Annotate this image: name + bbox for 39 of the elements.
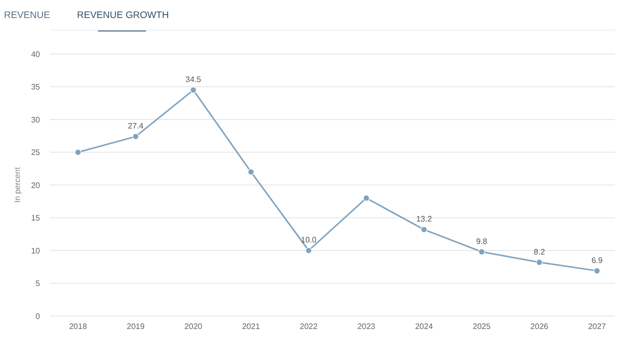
x-tick-label: 2020 <box>184 322 203 331</box>
data-label: 8.2 <box>534 247 546 256</box>
y-tick-label: 30 <box>31 115 41 124</box>
x-tick-label: 2019 <box>126 322 146 331</box>
x-tick-label: 2026 <box>530 322 549 331</box>
point <box>305 247 312 254</box>
point <box>363 194 370 202</box>
point <box>536 259 543 266</box>
data-label: 34.5 <box>186 75 202 84</box>
x-tick-label: 2021 <box>242 322 260 331</box>
data-label: 13.2 <box>416 214 432 224</box>
point <box>190 86 197 94</box>
data-label: 9.8 <box>476 236 488 246</box>
y-tick-label: 35 <box>31 82 41 92</box>
point <box>478 248 485 256</box>
point <box>594 268 600 274</box>
x-tick-label: 2025 <box>472 322 492 331</box>
x-tick-label: 2023 <box>357 322 376 331</box>
text: REVENUE GROWTH <box>77 10 169 21</box>
point <box>420 226 428 233</box>
point <box>74 148 82 156</box>
y-tick-label: 15 <box>31 214 41 223</box>
y-axis-title: In percent <box>13 166 22 203</box>
y-tick-label: 0 <box>36 312 41 321</box>
y-tick-label: 20 <box>31 180 41 190</box>
y-tick-label: 25 <box>31 148 41 158</box>
text: REVENUE <box>4 10 50 21</box>
y-tick-label: 5 <box>36 279 41 288</box>
point <box>132 133 139 140</box>
y-tick-label: 10 <box>31 246 41 256</box>
x-tick-label: 2027 <box>588 322 606 331</box>
x-tick-label: 2018 <box>69 322 88 331</box>
data-label: 10.0 <box>300 236 317 244</box>
y-tick-label: 40 <box>31 50 41 59</box>
x-tick-label: 2024 <box>415 322 434 331</box>
data-label: 27.4 <box>128 122 144 131</box>
data-label: 6.9 <box>591 256 604 265</box>
x-tick-label: 2022 <box>300 322 318 331</box>
point <box>248 168 254 176</box>
